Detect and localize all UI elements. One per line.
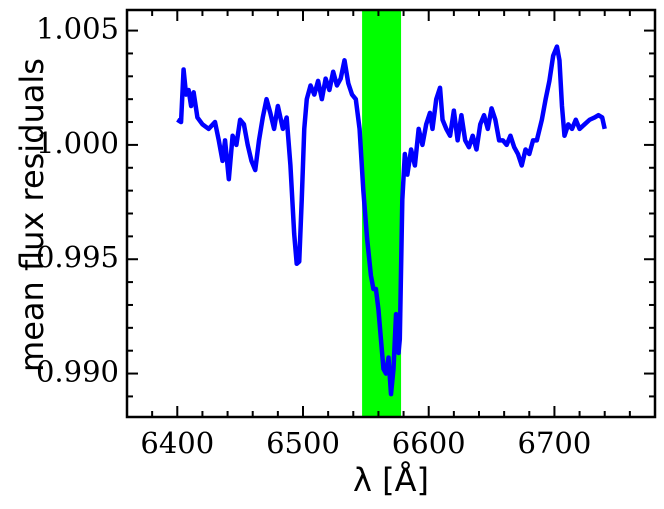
y-tick-label: 1.005 [36,12,119,46]
x-tick-label: 6700 [518,426,592,460]
y-tick-label: 0.990 [36,355,119,389]
data-line [176,44,607,397]
x-tick-label: 6400 [140,426,214,460]
y-tick-label: 1.000 [36,126,119,160]
y-axis-label: mean flux residuals [13,58,51,372]
x-tick-label: 6500 [266,426,340,460]
x-tick-label: 6600 [392,426,466,460]
x-axis-label: λ [Å] [353,461,429,499]
y-tick-label: 0.995 [36,240,119,274]
